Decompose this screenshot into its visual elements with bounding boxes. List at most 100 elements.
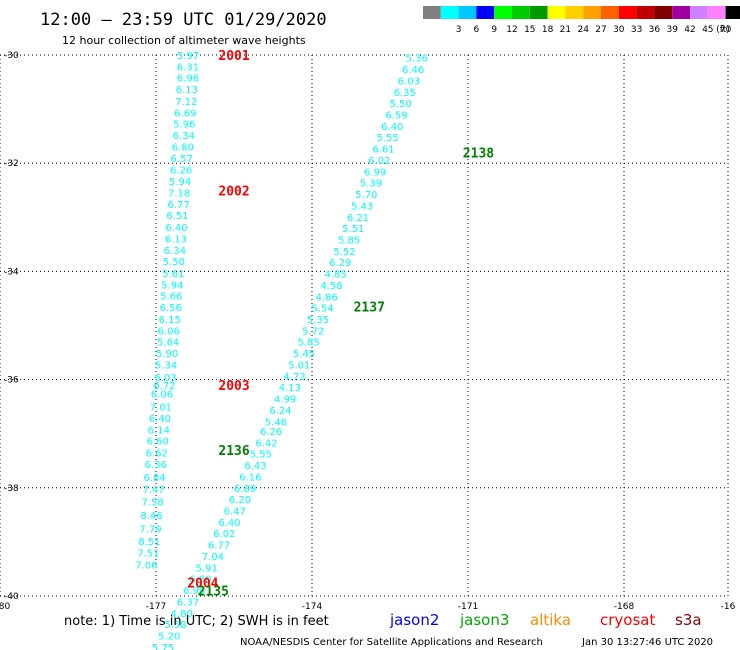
y-tick-label: -32 bbox=[4, 159, 19, 169]
x-tick-label: -168 bbox=[614, 602, 635, 612]
pass-label: 2137 bbox=[354, 301, 385, 316]
x-tick-label: -177 bbox=[146, 602, 166, 612]
pass-label: 2002 bbox=[218, 184, 249, 199]
legend-swatch bbox=[618, 6, 637, 19]
wave-height-value: 6.26 bbox=[170, 166, 192, 177]
chart-subtitle: 12 hour collection of altimeter wave hei… bbox=[62, 34, 306, 47]
wave-height-value: 5.75 bbox=[152, 643, 174, 650]
legend-swatch bbox=[494, 6, 512, 19]
wave-height-value: 5.52 bbox=[333, 247, 355, 258]
legend-label: 9 bbox=[491, 25, 497, 35]
wave-height-value: 6.46 bbox=[402, 65, 424, 76]
legend-swatch bbox=[601, 6, 619, 19]
wave-height-value: 6.06 bbox=[158, 326, 180, 337]
wave-height-value: 5.50 bbox=[389, 99, 411, 110]
satellite-name: cryosat bbox=[600, 611, 655, 629]
wave-height-value: 5.51 bbox=[342, 224, 364, 235]
y-tick-label: -40 bbox=[4, 592, 19, 602]
wave-height-value: 6.84 bbox=[144, 473, 166, 484]
satellite-name: s3a bbox=[675, 611, 702, 629]
wave-height-value: 5.94 bbox=[169, 177, 191, 188]
wave-height-value: 6.47 bbox=[224, 507, 246, 518]
legend-label: 42 bbox=[684, 25, 695, 35]
wave-height-value: 6.59 bbox=[385, 111, 407, 122]
wave-height-value: 6.42 bbox=[255, 438, 277, 449]
pass-label: 2004 bbox=[187, 576, 218, 591]
legend-swatch bbox=[654, 6, 673, 19]
wave-height-value: 5.58 bbox=[164, 620, 186, 631]
legend-label: 15 bbox=[524, 25, 535, 35]
wave-height-value: 6.02 bbox=[368, 156, 390, 167]
wave-height-value: 6.37 bbox=[177, 597, 199, 608]
legend-label: 6 bbox=[474, 25, 480, 35]
pass-label: 2136 bbox=[218, 444, 249, 459]
legend-label: 39 bbox=[666, 25, 678, 35]
wave-height-value: 6.13 bbox=[165, 234, 187, 245]
legend-label: 3 bbox=[456, 25, 462, 35]
wave-height-value: 5.55 bbox=[250, 450, 272, 461]
satellite-name: jason2 bbox=[389, 611, 439, 629]
legend-label: 12 bbox=[506, 25, 517, 35]
y-tick-label: -38 bbox=[4, 484, 19, 494]
wave-height-value: 6.69 bbox=[174, 108, 196, 119]
wave-height-value: 6.40 bbox=[381, 122, 403, 133]
credit-text: NOAA/NESDIS Center for Satellite Applica… bbox=[240, 637, 543, 648]
wave-height-value: 6.31 bbox=[177, 62, 199, 73]
wave-height-value: 4.80 bbox=[171, 609, 193, 620]
wave-height-value: 6.80 bbox=[172, 142, 194, 153]
wave-height-value: 5.39 bbox=[360, 179, 382, 190]
wave-height-value: 6.36 bbox=[145, 460, 167, 471]
legend-swatch bbox=[440, 6, 459, 19]
wave-height-value: 7.18 bbox=[168, 188, 190, 199]
wave-height-value: 6.40 bbox=[149, 414, 171, 425]
wave-height-value: 6.26 bbox=[260, 427, 282, 438]
legend-swatch bbox=[512, 6, 530, 19]
wave-height-value: 5.36 bbox=[406, 54, 428, 65]
y-tick-label: -36 bbox=[4, 376, 19, 386]
wave-height-value: 5.66 bbox=[160, 292, 182, 303]
wave-height-value: 6.60 bbox=[147, 437, 169, 448]
color-legend: 3 6 9 12 15 18 21 24 27 30 33 36 39 42 45 70(ft) bbox=[423, 6, 740, 35]
timestamp-text: Jan 30 13:27:46 UTC 2020 bbox=[581, 637, 713, 648]
wave-height-value: 7.12 bbox=[175, 97, 197, 108]
wave-height-value: 5.91 bbox=[196, 563, 218, 574]
legend-label: 24 bbox=[577, 25, 589, 35]
wave-height-value: 6.03 bbox=[398, 76, 420, 87]
legend-swatch bbox=[476, 6, 495, 19]
satellite-name: jason3 bbox=[459, 611, 509, 629]
wave-height-value: 5.35 bbox=[307, 315, 329, 326]
wave-height-value: 6.34 bbox=[173, 131, 195, 142]
wave-height-value: 6.13 bbox=[176, 85, 198, 96]
wave-height-value: 5.55 bbox=[376, 133, 398, 144]
x-tick-label: -16 bbox=[721, 602, 736, 612]
pass-label: 2138 bbox=[463, 146, 494, 161]
wave-height-value: 6.40 bbox=[165, 223, 187, 234]
wave-height-value: 4.13 bbox=[279, 383, 301, 394]
footer-note: note: 1) Time is in UTC; 2) SWH is in fe… bbox=[64, 614, 329, 629]
legend-swatch bbox=[458, 6, 477, 19]
legend-swatch bbox=[636, 6, 655, 19]
x-tick-label: -180 bbox=[0, 602, 10, 612]
wave-height-value: 6.72 bbox=[153, 381, 175, 392]
wave-height-value: 6.89 bbox=[234, 484, 256, 495]
wave-height-value: 6.57 bbox=[171, 154, 193, 165]
wave-height-value: 6.77 bbox=[208, 541, 230, 552]
legend-swatch bbox=[583, 6, 601, 19]
wave-height-value: 5.01 bbox=[288, 360, 310, 371]
wave-height-value: 6.96 bbox=[177, 74, 199, 85]
legend-label: 30 bbox=[613, 25, 625, 35]
wave-height-value: 4.73 bbox=[283, 372, 305, 383]
wave-height-value: 7.47 bbox=[142, 485, 164, 496]
wave-height-value: 7.06 bbox=[135, 561, 157, 572]
wave-height-value: 5.64 bbox=[157, 338, 179, 349]
x-tick-label: -171 bbox=[458, 602, 478, 612]
wave-height-value: 6.34 bbox=[164, 246, 186, 257]
legend-label: 33 bbox=[631, 25, 642, 35]
wave-height-value: 6.02 bbox=[213, 529, 235, 540]
wave-height-value: 6.80 bbox=[189, 575, 211, 586]
wave-height-value: 6.62 bbox=[146, 449, 168, 460]
wave-height-value: 4.85 bbox=[324, 270, 346, 281]
wave-height-value: 5.34 bbox=[155, 360, 177, 371]
wave-height-value: 5.96 bbox=[173, 120, 195, 131]
